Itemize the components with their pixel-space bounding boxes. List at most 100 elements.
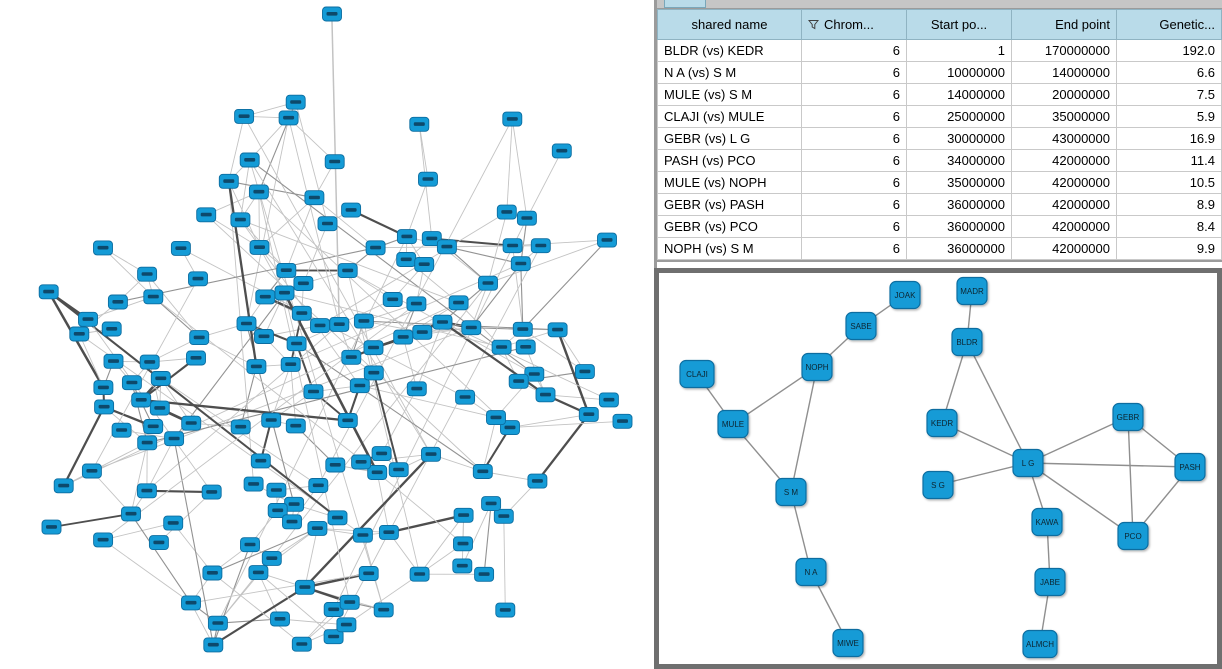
overview-node[interactable] (317, 216, 338, 232)
overview-node[interactable] (412, 324, 433, 340)
overview-node[interactable] (337, 413, 358, 428)
overview-edge[interactable] (284, 292, 298, 344)
overview-edge[interactable] (285, 197, 315, 271)
overview-edge[interactable] (302, 223, 328, 284)
overview-edge[interactable] (279, 618, 347, 626)
overview-edge[interactable] (503, 516, 506, 611)
overview-node[interactable] (291, 636, 312, 652)
cell-end-point[interactable]: 42000000 (1011, 171, 1117, 194)
subnetwork-node-miwe[interactable]: MIWE (832, 628, 864, 658)
table-row[interactable]: GEBR (vs) L G 6 30000000 43000000 16.9 (657, 127, 1222, 150)
overview-node[interactable] (406, 296, 427, 312)
subnetwork-node-gebr[interactable]: GEBR (1112, 402, 1144, 432)
node-shape[interactable] (922, 470, 954, 500)
overview-node[interactable] (291, 305, 312, 321)
column-header-genetic[interactable]: Genetic... (1116, 9, 1222, 40)
overview-edge[interactable] (258, 191, 260, 248)
overview-node[interactable] (250, 453, 271, 469)
overview-node[interactable] (286, 336, 307, 352)
subnetwork-node-almch[interactable]: ALMCH (1022, 629, 1058, 659)
subnetwork-edge-noph-s-m[interactable] (790, 366, 818, 493)
overview-node[interactable] (378, 524, 399, 540)
node-shape[interactable] (1022, 629, 1058, 659)
overview-edge[interactable] (258, 191, 511, 428)
cell-end-point[interactable]: 20000000 (1011, 83, 1117, 106)
overview-node[interactable] (363, 340, 384, 356)
overview-edge[interactable] (146, 273, 200, 338)
overview-node[interactable] (515, 339, 536, 355)
node-shape[interactable] (775, 477, 807, 507)
overview-node[interactable] (261, 412, 282, 428)
node-shape[interactable] (679, 359, 715, 389)
overview-edge[interactable] (482, 417, 497, 472)
overview-edge[interactable] (130, 513, 192, 604)
overview-node[interactable] (303, 384, 324, 400)
overview-node[interactable] (149, 400, 170, 416)
overview-node[interactable] (393, 329, 414, 345)
overview-edge[interactable] (212, 527, 318, 574)
node-shape[interactable] (832, 628, 864, 658)
subnetwork-node-madr[interactable]: MADR (956, 276, 988, 306)
overview-edge[interactable] (487, 211, 508, 284)
overview-edge[interactable] (487, 239, 608, 284)
overview-edge[interactable] (158, 491, 213, 543)
overview-edge[interactable] (416, 322, 443, 389)
overview-edge[interactable] (258, 572, 334, 638)
overview-edge[interactable] (388, 514, 464, 534)
overview-node[interactable] (336, 617, 357, 633)
overview-node[interactable] (266, 482, 287, 498)
overview-edge[interactable] (243, 116, 432, 455)
cell-shared-name[interactable]: BLDR (vs) KEDR (657, 39, 802, 62)
overview-edge[interactable] (172, 522, 213, 574)
overview-node[interactable] (107, 294, 128, 310)
table-row[interactable]: NOPH (vs) S M 6 36000000 42000000 9.9 (657, 237, 1222, 260)
overview-node[interactable] (164, 431, 185, 447)
overview-edge[interactable] (376, 472, 390, 533)
overview-network-panel[interactable] (0, 0, 654, 669)
overview-edge[interactable] (146, 438, 175, 492)
overview-node[interactable] (131, 392, 152, 408)
cell-genetic[interactable]: 7.5 (1116, 83, 1222, 106)
overview-node[interactable] (293, 276, 314, 291)
overview-node[interactable] (500, 420, 520, 436)
overview-edge[interactable] (288, 117, 340, 325)
node-shape[interactable] (1117, 521, 1149, 551)
cell-genetic[interactable]: 9.9 (1116, 237, 1222, 260)
node-shape[interactable] (956, 276, 988, 306)
subnetwork-node-mule[interactable]: MULE (717, 409, 749, 439)
subnetwork-node-joak[interactable]: JOAK (889, 280, 921, 310)
overview-node[interactable] (137, 435, 158, 451)
overview-node[interactable] (218, 173, 239, 189)
subnetwork-edge-bldr-l-g[interactable] (966, 341, 1029, 464)
subnetwork-edge-l-g-pash[interactable] (1027, 462, 1191, 468)
overview-edge[interactable] (270, 364, 292, 421)
cell-end-point[interactable]: 42000000 (1011, 193, 1117, 216)
overview-node[interactable] (240, 537, 260, 553)
subnetwork-node-s-m[interactable]: S M (775, 477, 807, 507)
cell-start-po[interactable]: 36000000 (906, 193, 1012, 216)
overview-node[interactable] (163, 515, 184, 531)
subnetwork-node-s-g[interactable]: S G (922, 470, 954, 500)
overview-node[interactable] (512, 321, 533, 337)
cell-chrom[interactable]: 6 (801, 39, 907, 62)
cell-start-po[interactable]: 14000000 (906, 83, 1012, 106)
overview-edge[interactable] (205, 214, 484, 472)
cell-chrom[interactable]: 6 (801, 149, 907, 172)
node-shape[interactable] (1031, 507, 1063, 537)
cell-shared-name[interactable]: GEBR (vs) PCO (657, 215, 802, 238)
cell-start-po[interactable]: 25000000 (906, 105, 1012, 128)
overview-node[interactable] (612, 413, 633, 429)
overview-node[interactable] (93, 380, 114, 396)
overview-edge[interactable] (536, 413, 590, 482)
overview-node[interactable] (284, 496, 305, 512)
overview-node[interactable] (111, 422, 132, 438)
cell-chrom[interactable]: 6 (801, 193, 907, 216)
overview-edge[interactable] (228, 181, 255, 485)
cell-shared-name[interactable]: PASH (vs) PCO (657, 149, 802, 172)
node-shape[interactable] (801, 352, 833, 382)
table-row[interactable]: BLDR (vs) KEDR 6 1 170000000 192.0 (657, 39, 1222, 62)
column-header-shared-name[interactable]: shared name (657, 9, 802, 40)
table-row[interactable]: N A (vs) S M 6 10000000 14000000 6.6 (657, 61, 1222, 84)
overview-node[interactable] (578, 406, 599, 422)
cell-chrom[interactable]: 6 (801, 237, 907, 260)
